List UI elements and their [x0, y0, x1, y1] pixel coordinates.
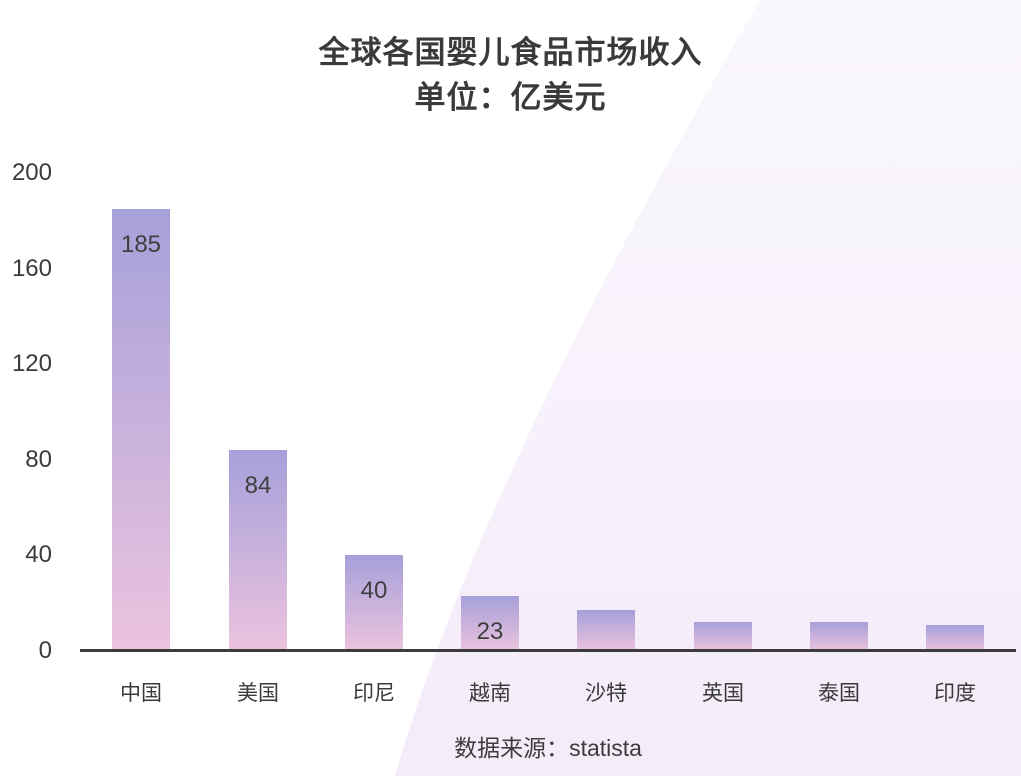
y-axis-tick-label: 200: [11, 159, 52, 186]
x-axis-label-8: 印度: [934, 682, 976, 705]
chart-title: 全球各国婴儿食品市场收入 单位：亿美元: [0, 30, 1021, 120]
bar-value-label: 23: [476, 618, 504, 645]
y-axis-tick-label: 0: [38, 637, 52, 664]
bar-value-label: 84: [244, 472, 272, 499]
y-axis-tick-label: 120: [11, 350, 52, 377]
y-axis-tick-label: 40: [25, 541, 52, 568]
x-axis-label-1: 中国: [120, 682, 162, 705]
bar-value-label: 185: [120, 231, 162, 258]
bar-1: 185: [112, 209, 170, 651]
chart-title-line: 全球各国婴儿食品市场收入: [318, 35, 703, 70]
x-axis-label-4: 越南: [469, 682, 511, 705]
bar-6: [694, 622, 752, 651]
data-source-label: 数据来源：statista: [454, 735, 642, 761]
x-axis-label-2: 美国: [237, 682, 279, 705]
x-axis-label-7: 泰国: [818, 682, 860, 705]
bar-3: 40: [345, 555, 403, 651]
bar-8: [926, 625, 984, 651]
bar-7: [810, 622, 868, 651]
chart-subtitle-line: 单位：亿美元: [414, 80, 607, 115]
x-axis-label-3: 印尼: [353, 682, 395, 705]
x-axis-label-5: 沙特: [585, 682, 627, 705]
y-axis-tick-label: 160: [11, 255, 52, 282]
bar-value-label: 40: [360, 577, 388, 604]
bar-5: [577, 610, 635, 651]
bar-2: 84: [229, 450, 287, 651]
x-axis-line: [80, 649, 1016, 652]
bar-4: 23: [461, 596, 519, 651]
wash-shape: [395, 0, 1021, 776]
x-axis-label-6: 英国: [702, 682, 744, 705]
y-axis-tick-label: 80: [25, 446, 52, 473]
